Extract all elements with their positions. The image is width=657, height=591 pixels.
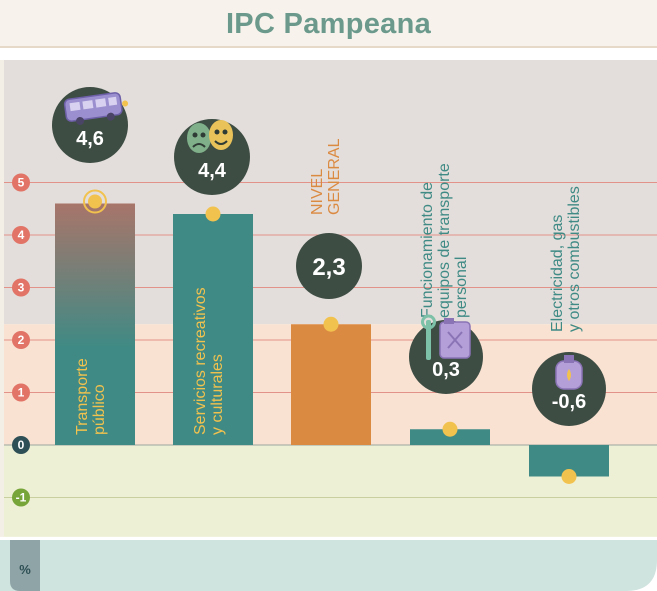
bar-3 bbox=[291, 324, 371, 445]
y-tick-badge bbox=[12, 278, 30, 297]
category-label-line: Electricidad, gas bbox=[549, 215, 566, 332]
value-marker bbox=[205, 206, 221, 222]
value-label: 0,3 bbox=[432, 359, 460, 381]
category-label-4: Funcionamiento deequipos de transportepe… bbox=[419, 163, 470, 318]
value-bubble-circle bbox=[296, 233, 362, 299]
y-tick-badge bbox=[12, 383, 30, 402]
left-edge-strip bbox=[0, 60, 4, 537]
bus-wheel bbox=[106, 112, 115, 121]
bus-window bbox=[69, 101, 81, 112]
category-label-line: NIVEL bbox=[309, 169, 326, 215]
mask-smile bbox=[214, 140, 228, 145]
category-label-line: y otros combustibles bbox=[566, 186, 583, 332]
bus-wheel bbox=[76, 116, 85, 125]
fuel-can-mark bbox=[447, 331, 463, 349]
y-tick-4: 4 bbox=[12, 226, 30, 244]
bus-icon bbox=[63, 92, 129, 125]
category-label-line: GENERAL bbox=[326, 138, 343, 215]
chart-title: IPC Pampeana bbox=[225, 8, 432, 40]
bar-1 bbox=[55, 203, 135, 445]
category-label-line: Transporte bbox=[74, 358, 91, 435]
mask-right bbox=[209, 120, 233, 150]
category-label-line: personal bbox=[453, 257, 470, 318]
y-tick-2: 2 bbox=[12, 331, 30, 349]
y-tick-label: 4 bbox=[18, 228, 25, 242]
unit-label: % bbox=[19, 562, 31, 577]
y-tick-5: 5 bbox=[12, 173, 30, 192]
y-tick-badge bbox=[12, 331, 30, 349]
y-tick-1: 1 bbox=[12, 383, 30, 402]
category-label-line: equipos de transporte bbox=[436, 163, 453, 318]
value-marker bbox=[561, 469, 577, 484]
mask-left bbox=[187, 123, 211, 153]
value-label: 4,6 bbox=[76, 128, 104, 150]
footer-band bbox=[0, 540, 657, 591]
title-bar: IPC Pampeana bbox=[0, 0, 657, 48]
value-label: -0,6 bbox=[552, 391, 586, 413]
y-tick-badge bbox=[12, 226, 30, 244]
mask-eye bbox=[214, 129, 220, 135]
mask-eye bbox=[192, 132, 198, 138]
value-label: 4,4 bbox=[198, 160, 227, 182]
y-tick-badge bbox=[12, 436, 30, 454]
value-label: 2,3 bbox=[312, 254, 345, 281]
y-tick-label: 5 bbox=[18, 176, 25, 190]
bar-2 bbox=[173, 214, 253, 445]
value-marker bbox=[323, 316, 339, 332]
category-label-5: Electricidad, gasy otros combustibles bbox=[549, 186, 583, 332]
y-tick-0: 0 bbox=[12, 436, 30, 454]
bar-4 bbox=[410, 429, 490, 445]
bus-window bbox=[82, 100, 94, 110]
category-label-1: Transportepúblico bbox=[74, 358, 108, 435]
category-label-line: Servicios recreativos bbox=[192, 287, 209, 435]
value-bubble-3: 2,3 bbox=[296, 233, 362, 299]
y-tick-badge bbox=[12, 488, 30, 507]
y-tick-3: 3 bbox=[12, 278, 30, 297]
unit-badge bbox=[10, 540, 40, 591]
bus-light bbox=[122, 100, 129, 107]
y-tick-label: 3 bbox=[18, 281, 25, 295]
value-marker bbox=[442, 421, 458, 437]
y-tick-label: -1 bbox=[16, 491, 27, 505]
mask-eye bbox=[222, 129, 228, 135]
value-marker bbox=[88, 194, 102, 209]
cylinder-flame bbox=[567, 369, 571, 381]
y-tick--1: -1 bbox=[12, 488, 30, 507]
theater-masks-icon bbox=[187, 120, 233, 153]
category-label-2: Servicios recreativosy culturales bbox=[192, 287, 226, 435]
category-label-line: Funcionamiento de bbox=[419, 182, 436, 318]
value-marker-ring bbox=[83, 189, 107, 214]
category-label-line: y culturales bbox=[209, 354, 226, 435]
fuel-can-cap bbox=[444, 318, 454, 324]
y-tick-label: 1 bbox=[18, 386, 25, 400]
cylinder-valve bbox=[564, 355, 574, 363]
y-tick-badge bbox=[12, 173, 30, 192]
mask-frown bbox=[192, 143, 206, 148]
bus-window bbox=[108, 96, 118, 106]
y-tick-label: 0 bbox=[18, 438, 25, 452]
category-label-line: público bbox=[91, 384, 108, 435]
bus-window bbox=[95, 98, 107, 108]
category-label-3: NIVELGENERAL bbox=[309, 138, 343, 215]
wrench-fuel-can-icon bbox=[421, 314, 471, 360]
wrench-handle bbox=[426, 320, 431, 360]
wrench-head bbox=[421, 314, 436, 330]
y-tick-label: 2 bbox=[18, 333, 25, 347]
gas-cylinder-icon bbox=[555, 355, 583, 390]
mask-eye bbox=[200, 132, 206, 138]
